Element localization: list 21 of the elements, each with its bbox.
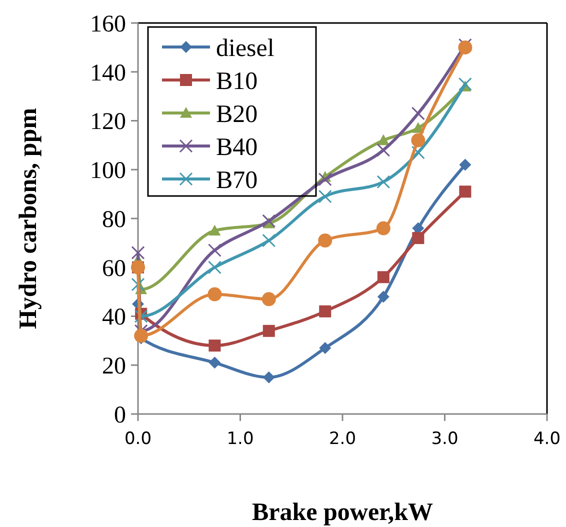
y-axis-title: Hydro carbons, ppm (15, 108, 42, 330)
y-tick-label: 80 (102, 206, 126, 233)
x-tick-label: 3.0 (431, 429, 458, 449)
legend-label: B70 (216, 166, 258, 194)
y-tick-label: 120 (90, 109, 126, 136)
y-tick-label: 160 (90, 11, 126, 38)
x-tick-label: 4.0 (533, 429, 561, 449)
y-tick-label: 0 (114, 402, 126, 428)
legend-label: B40 (216, 134, 258, 161)
y-tick-label: 40 (102, 304, 126, 331)
y-tick-label: 100 (90, 158, 126, 184)
y-tick-label: 60 (102, 256, 126, 282)
legend-label: diesel (216, 34, 274, 62)
y-tick-label: 140 (90, 60, 126, 86)
x-tick-label: 0.0 (124, 429, 152, 449)
x-tick-label: 2.0 (328, 429, 356, 449)
legend-label: B10 (216, 68, 258, 95)
y-tick-label: 20 (102, 354, 126, 380)
legend-label: B20 (216, 100, 258, 128)
x-tick-label: 1.0 (226, 429, 254, 449)
x-axis-title: Brake power,kW (252, 499, 434, 526)
